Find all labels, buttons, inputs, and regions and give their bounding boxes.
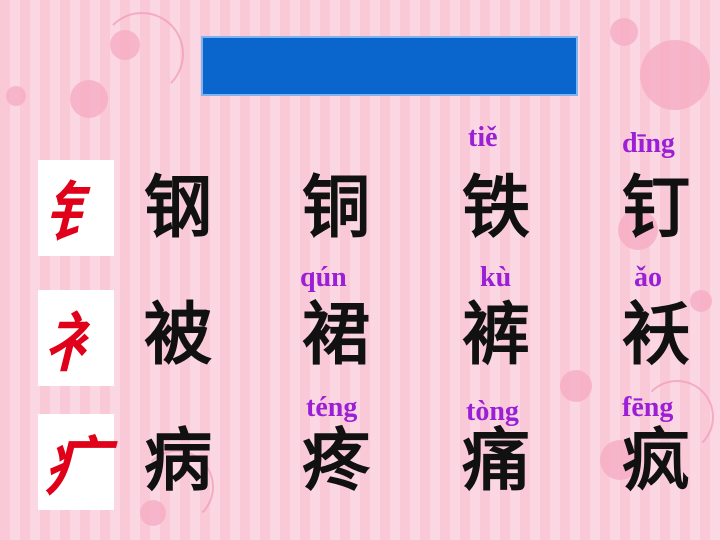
- swirl-decoration: [100, 12, 184, 96]
- char-gang: 钢: [143, 169, 212, 248]
- pinyin-tong: tòng: [466, 396, 519, 427]
- radical-metal: 钅: [38, 160, 114, 256]
- radical-sickness: 疒: [38, 414, 114, 510]
- char-teng: 疼: [301, 422, 370, 501]
- char-tong-copper: 铜: [301, 169, 370, 248]
- flower-decoration: [610, 18, 638, 46]
- flower-decoration: [690, 290, 712, 312]
- char-tong-pain: 痛: [461, 422, 530, 501]
- char-ding: 钉: [621, 169, 690, 248]
- flower-decoration: [600, 440, 640, 480]
- flower-decoration: [640, 40, 710, 110]
- char-bing: 病: [143, 422, 212, 501]
- swirl-decoration: [140, 450, 214, 524]
- char-ku: 裤: [461, 296, 530, 375]
- pinyin-ku: kù: [480, 262, 512, 293]
- pinyin-qun: qún: [300, 262, 347, 293]
- pinyin-tie: tiě: [468, 122, 498, 153]
- swirl-decoration: [640, 380, 714, 454]
- title-banner: [201, 36, 578, 96]
- flower-decoration: [70, 80, 108, 118]
- pinyin-ding: dīng: [622, 128, 675, 159]
- radical-clothing: 衤: [38, 290, 114, 386]
- char-bei: 被: [143, 296, 212, 375]
- flower-decoration: [6, 86, 26, 106]
- flower-decoration: [618, 210, 658, 250]
- pinyin-ao: ǎo: [634, 262, 662, 293]
- char-tie: 铁: [461, 169, 530, 248]
- pinyin-feng: fēng: [622, 392, 674, 423]
- char-ao: 袄: [621, 296, 690, 375]
- char-feng: 疯: [621, 422, 690, 501]
- char-qun: 裙: [301, 296, 370, 375]
- flower-decoration: [560, 370, 592, 402]
- pinyin-teng: téng: [306, 392, 358, 423]
